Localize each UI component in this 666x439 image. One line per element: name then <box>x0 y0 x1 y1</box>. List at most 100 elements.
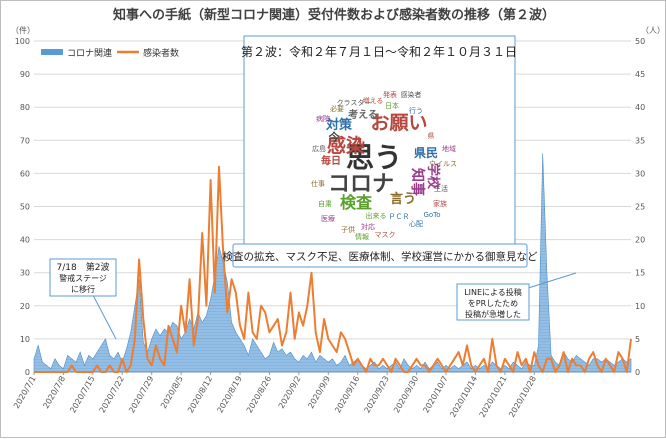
right-tick-label: 45 <box>635 70 645 79</box>
right-tick-label: 50 <box>635 37 645 46</box>
left-tick-label: 90 <box>20 70 30 79</box>
x-tick-label: 2020/10/28 <box>507 375 538 419</box>
left-tick-label: 30 <box>20 269 30 278</box>
left-tick-label: 10 <box>20 335 30 344</box>
word-cloud-word-small: 増える <box>363 96 384 105</box>
left-tick-label: 70 <box>20 136 30 145</box>
word-cloud-word-small: GoTo <box>423 211 440 219</box>
left-tick-label: 40 <box>20 236 30 245</box>
inset-caption-box <box>232 243 528 268</box>
left-tick-label: 50 <box>20 203 30 212</box>
callout-stage-change: 7/18 第2波 警戒ステージ に移行 <box>49 258 117 340</box>
word-cloud-word-small: 自粛 <box>318 199 332 208</box>
word-cloud-word-small: クラスター <box>337 98 372 107</box>
left-tick-label: 20 <box>20 302 30 311</box>
inset-caption: 検査の拡充、マスク不足、医療体制、学校運営にかかる御意見など <box>223 250 538 263</box>
word-cloud-word-small: 子供 <box>341 225 355 234</box>
word-cloud-word-small: 発表 <box>383 90 397 99</box>
word-cloud-word-small: 情報 <box>355 232 369 241</box>
word-cloud-word-small: ＰＣＲ <box>389 213 410 221</box>
word-cloud-word: 毎日 <box>321 154 341 167</box>
right-tick-label: 30 <box>635 169 645 178</box>
word-cloud-word-small: 生活 <box>434 184 448 193</box>
right-tick-label: 5 <box>635 335 640 344</box>
word-cloud-word-small: 必要 <box>330 104 344 113</box>
callout-line-pr-box <box>456 283 530 321</box>
inset-box <box>243 35 516 268</box>
word-cloud-word-small: 日本 <box>385 101 399 110</box>
word-cloud-word-small: 行う <box>409 106 423 115</box>
word-cloud-word: 人 <box>354 135 366 149</box>
x-tick-label: 2020/9/16 <box>333 375 361 415</box>
right-tick-label: 0 <box>635 368 640 377</box>
callout-stage-change-line2: 警戒ステージ <box>59 273 107 283</box>
callout-stage-change-line1: 7/18 第2波 <box>57 261 110 273</box>
word-cloud-word: 県民 <box>414 146 438 160</box>
right-tick-label: 40 <box>635 103 645 112</box>
x-tick-label: 2020/10/21 <box>478 375 509 419</box>
legend-label-area: コロナ関連 <box>67 47 112 59</box>
right-axis-unit: （人） <box>641 26 665 35</box>
word-cloud-word-small: 地域 <box>442 144 456 153</box>
left-axis-unit: （件） <box>11 25 35 35</box>
x-tick-label: 2020/7/29 <box>127 375 155 415</box>
x-tick-label: 2020/8/26 <box>245 375 273 415</box>
word-cloud-word: 考える <box>348 108 378 121</box>
x-tick-label: 2020/10/14 <box>448 375 479 419</box>
x-tick-label: 2020/7/15 <box>68 375 96 415</box>
x-tick-label: 2020/10/7 <box>421 375 449 415</box>
word-cloud-word: 今 <box>328 130 341 144</box>
word-cloud-word: お願い <box>370 112 427 134</box>
word-cloud-word: 知事 <box>409 168 426 196</box>
left-axis-ticks: 0 10 20 30 40 50 60 70 80 90 100 <box>15 37 30 377</box>
x-tick-label: 2020/7/1 <box>12 375 38 411</box>
word-cloud-word-small: 出来る <box>366 211 387 220</box>
left-tick-label: 0 <box>25 368 30 377</box>
word-cloud-word: 感染 <box>327 134 365 157</box>
callout-line-pr-line1: LINEによる投稿 <box>464 287 522 297</box>
x-tick-label: 2020/7/22 <box>98 375 126 415</box>
callout-line-pr-line2: をPRしたため <box>468 299 518 308</box>
word-cloud-word: コロナ <box>328 172 394 197</box>
x-tick-label: 2020/8/5 <box>159 375 185 411</box>
word-cloud-word-small: ウイルス <box>429 160 457 168</box>
left-tick-label: 100 <box>15 37 30 46</box>
word-cloud-word: 対策 <box>325 117 353 133</box>
chart-title: 知事への手紙（新型コロナ関連）受付件数および感染者数の推移（第２波） <box>113 7 555 23</box>
legend-label-line: 感染者数 <box>143 47 179 59</box>
x-tick-label: 2020/9/2 <box>277 375 303 411</box>
left-tick-label: 80 <box>20 103 30 112</box>
x-tick-label: 2020/7/8 <box>41 375 67 411</box>
word-cloud-word-small: 県 <box>428 132 435 140</box>
right-tick-label: 20 <box>635 236 645 245</box>
right-axis-ticks: 0 5 10 15 20 25 30 35 40 45 50 <box>635 37 645 377</box>
x-axis-ticks: 2020/7/1 2020/7/8 2020/7/15 2020/7/22 2020/7… <box>12 372 538 419</box>
inset-title: 第２波：令和２年７月１日～令和２年１０月３１日 <box>241 44 517 59</box>
word-cloud-word-small: 心配 <box>409 220 423 228</box>
word-cloud-word-small: マスク <box>375 231 396 239</box>
callout-line-pr-pointer <box>524 272 577 290</box>
callout-line-pr: LINEによる投稿 をPRしたため 投稿が急増した <box>456 272 577 321</box>
x-tick-label: 2020/8/19 <box>215 375 243 415</box>
series-line-group <box>34 165 632 373</box>
word-cloud-word-small: 家族 <box>433 199 447 208</box>
legend: コロナ関連 感染者数 <box>41 47 179 59</box>
callout-line-pr-line3: 投稿が急増した <box>465 309 521 319</box>
word-cloud-word-small: 対応 <box>361 222 375 231</box>
callout-stage-change-line3: に移行 <box>71 284 95 294</box>
word-cloud-word-small: 感染者 <box>401 90 422 99</box>
legend-swatch-area <box>41 49 63 55</box>
left-tick-label: 60 <box>20 169 30 178</box>
x-tick-label: 2020/9/30 <box>392 375 420 415</box>
series-area-コロナ関連 <box>33 153 632 373</box>
x-tick-label: 2020/9/9 <box>306 375 332 411</box>
word-cloud-word: 学校 <box>425 163 441 190</box>
right-tick-label: 35 <box>635 136 645 145</box>
right-tick-label: 10 <box>635 302 645 311</box>
word-cloud-word-small: 仕事 <box>311 179 325 188</box>
callout-stage-change-box <box>49 258 117 297</box>
